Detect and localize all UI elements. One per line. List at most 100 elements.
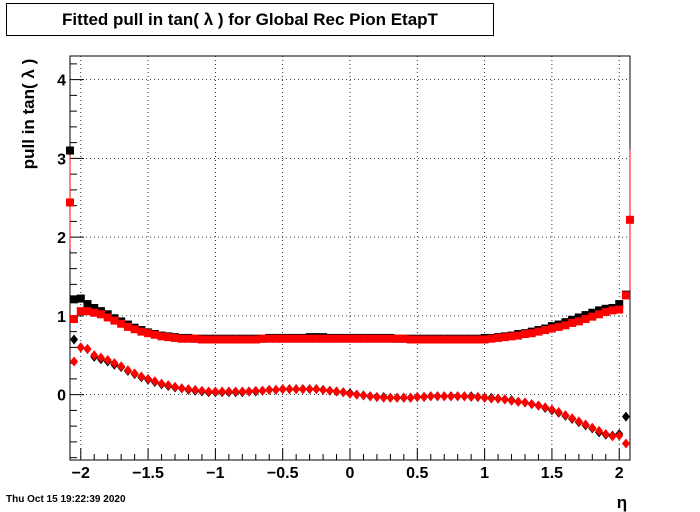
square-point-red	[588, 312, 597, 321]
diamond-point-red	[467, 391, 476, 402]
square-point-red	[123, 322, 132, 331]
diamond-point-red	[191, 384, 200, 395]
diamond-point-red	[123, 365, 132, 376]
square-point-red	[238, 335, 247, 344]
x-tick-label: −2	[72, 465, 90, 482]
square-point-red	[177, 334, 186, 343]
square-point-red	[339, 334, 348, 343]
diamond-point-red	[608, 431, 617, 442]
square-point-red	[581, 315, 590, 324]
square-point-red	[164, 333, 173, 342]
edge-point	[66, 146, 74, 155]
y-tick-label: 4	[57, 73, 66, 90]
diamond-point-red	[137, 371, 146, 382]
x-tick-label: −0.5	[267, 465, 299, 482]
diamond-point-red	[581, 419, 590, 430]
square-point-red	[265, 334, 274, 343]
square-point-black	[76, 294, 85, 303]
square-point-red	[110, 316, 119, 325]
diamond-point-red	[413, 391, 422, 402]
diamond-point-red	[265, 384, 274, 395]
diamond-point-red	[359, 390, 368, 401]
diamond-point-red	[615, 430, 624, 441]
diamond-point-red	[433, 391, 442, 402]
square-point-red	[83, 307, 92, 316]
diamond-point-red	[211, 386, 220, 397]
square-point-red	[352, 334, 361, 343]
diamond-point-red	[541, 402, 550, 413]
square-point-red	[413, 335, 422, 344]
square-point-red	[514, 331, 523, 340]
square-point-black	[90, 304, 99, 313]
square-point-red	[399, 334, 408, 343]
square-point-red	[157, 332, 166, 341]
square-point-red	[453, 335, 462, 344]
square-point-red	[319, 334, 328, 343]
square-point-red	[251, 335, 260, 344]
diamond-point-red	[547, 404, 556, 415]
edge-point	[66, 198, 74, 207]
diamond-point-red	[312, 384, 321, 395]
diamond-point-red	[446, 391, 455, 402]
square-point-red	[473, 335, 482, 344]
square-point-red	[433, 335, 442, 344]
diamond-point-red	[76, 342, 85, 353]
diamond-point-red	[332, 386, 341, 397]
diamond-point-red	[366, 391, 375, 402]
square-point-red	[96, 310, 105, 319]
square-point-red	[103, 313, 112, 322]
square-point-red	[534, 327, 543, 336]
square-point-red	[271, 334, 280, 343]
diamond-point-red	[271, 384, 280, 395]
diamond-point-red	[621, 438, 630, 449]
square-point-red	[500, 333, 509, 342]
square-point-red	[379, 334, 388, 343]
x-tick-label: 2	[615, 465, 624, 482]
diamond-point-black	[70, 334, 79, 345]
square-point-red	[595, 310, 604, 319]
diamond-point-red	[561, 410, 570, 421]
diamond-point-black	[621, 411, 630, 422]
diamond-point-red	[601, 429, 610, 440]
square-point-red	[487, 334, 496, 343]
square-point-red	[366, 334, 375, 343]
diamond-point-red	[527, 399, 536, 410]
diamond-point-red	[251, 385, 260, 396]
diamond-point-red	[238, 386, 247, 397]
diamond-point-red	[292, 384, 301, 395]
square-point-red	[467, 335, 476, 344]
square-point-red	[150, 330, 159, 339]
square-point-red	[285, 334, 294, 343]
y-tick-label: 3	[57, 151, 66, 168]
diamond-point-red	[595, 425, 604, 436]
diamond-point-red	[83, 343, 92, 354]
square-point-red	[446, 335, 455, 344]
square-point-red	[292, 334, 301, 343]
diamond-point-red	[103, 354, 112, 365]
square-point-red	[574, 317, 583, 326]
square-point-red	[372, 334, 381, 343]
diamond-point-red	[218, 386, 227, 397]
diamond-point-red	[399, 392, 408, 403]
square-point-red	[386, 334, 395, 343]
diamond-point-red	[197, 385, 206, 396]
diamond-point-red	[554, 406, 563, 417]
x-tick-label: 0	[346, 465, 355, 482]
square-point-red	[480, 335, 489, 344]
diamond-point-red	[171, 381, 179, 392]
diamond-point-red	[460, 391, 469, 402]
y-tick-label: 2	[57, 230, 66, 247]
diamond-point-red	[420, 391, 429, 402]
diamond-point-red	[164, 380, 173, 391]
square-point-red	[171, 333, 179, 342]
diamond-point-red	[177, 383, 186, 394]
square-point-red	[137, 327, 146, 336]
diamond-point-red	[393, 392, 402, 403]
grid-lines	[70, 56, 630, 460]
square-point-red	[406, 335, 415, 344]
square-point-red	[258, 334, 267, 343]
diamond-point-red	[386, 392, 395, 403]
square-point-red	[90, 308, 99, 317]
diamond-point-red	[90, 350, 99, 361]
